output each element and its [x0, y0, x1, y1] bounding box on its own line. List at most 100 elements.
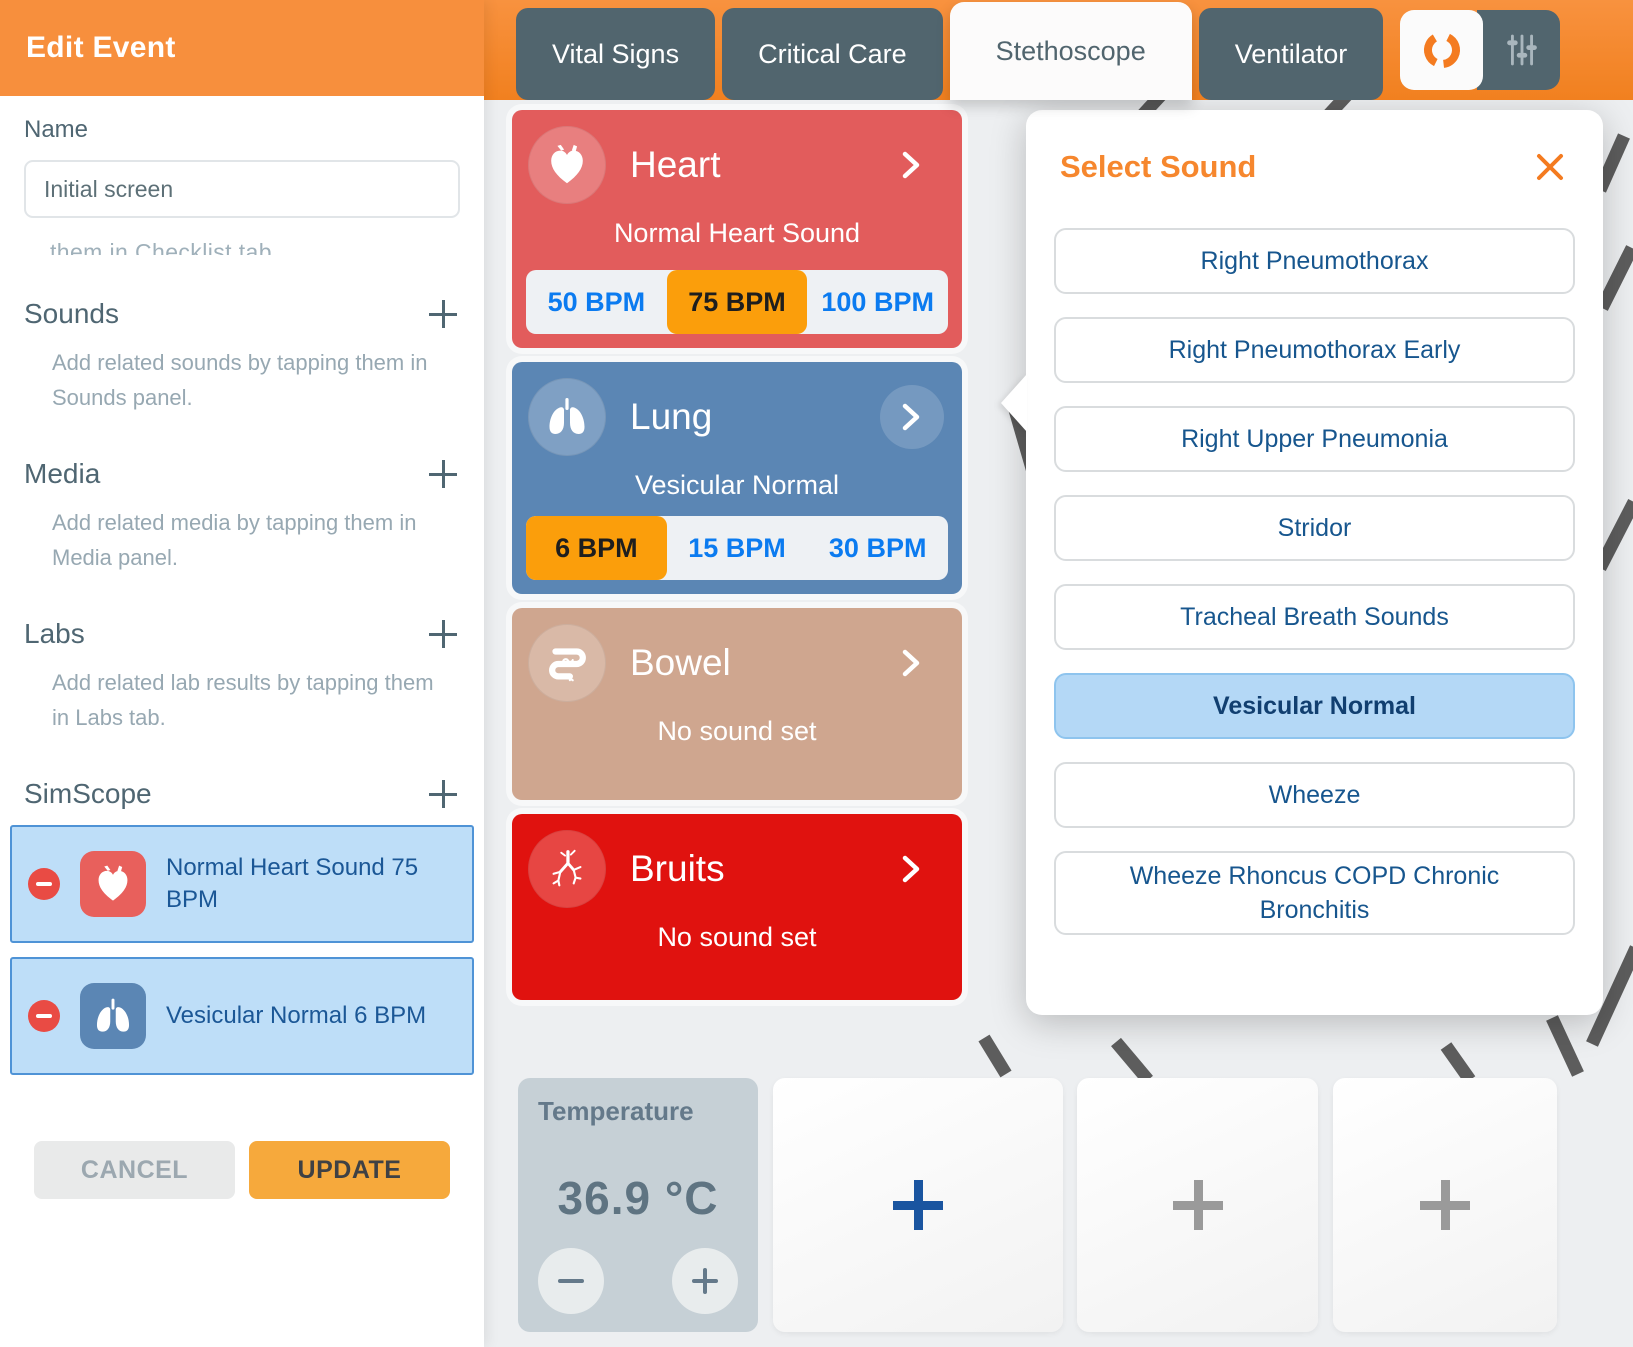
sound-option[interactable]: Tracheal Breath Sounds [1054, 584, 1575, 650]
add-widget-card[interactable] [1077, 1078, 1318, 1332]
sounds-section-header: Sounds [24, 297, 460, 331]
heart-bpm-selector: 50 BPM 75 BPM 100 BPM [526, 270, 948, 334]
remove-icon[interactable] [28, 1000, 60, 1032]
temperature-value: 36.9 °C [557, 1172, 719, 1224]
heart-icon [528, 126, 606, 204]
gauge-ring-icon [1423, 31, 1460, 68]
update-button[interactable]: UPDATE [249, 1141, 450, 1199]
card-subtitle: No sound set [657, 716, 817, 746]
bpm-option[interactable]: 6 BPM [526, 516, 667, 580]
bowel-sound-card[interactable]: Bowel No sound set [512, 608, 962, 800]
card-title: Bowel [630, 642, 731, 683]
sound-option[interactable]: Stridor [1054, 495, 1575, 561]
temperature-card: Temperature 36.9 °C [518, 1078, 758, 1332]
card-subtitle: Vesicular Normal [634, 470, 840, 500]
sliders-button[interactable] [1477, 10, 1560, 90]
bpm-option[interactable]: 75 BPM [666, 270, 808, 334]
simscope-section-header: SimScope [24, 777, 460, 811]
sounds-helper: Add related sounds by tapping them in So… [52, 350, 428, 410]
popup-title: Select Sound [1060, 149, 1257, 184]
temperature-increase-button[interactable] [672, 1248, 738, 1314]
bpm-option[interactable]: 100 BPM [821, 286, 934, 317]
add-labs-icon[interactable] [426, 617, 460, 651]
simscope-item-label: Normal Heart Sound 75 BPM [166, 854, 419, 913]
panel-title: Edit Event [26, 31, 176, 64]
sounds-label: Sounds [24, 298, 119, 329]
vessel-icon [528, 830, 606, 908]
add-simscope-icon[interactable] [426, 777, 460, 811]
media-label: Media [24, 458, 101, 489]
card-subtitle: No sound set [657, 922, 817, 952]
add-media-icon[interactable] [426, 457, 460, 491]
labs-section-header: Labs [24, 617, 460, 651]
edit-event-header: Edit Event [0, 0, 484, 96]
sound-option-list: Right Pneumothorax Right Pneumothorax Ea… [1054, 228, 1575, 935]
sliders-icon [1506, 34, 1537, 66]
temperature-decrease-button[interactable] [538, 1248, 604, 1314]
lung-bpm-selector: 6 BPM 15 BPM 30 BPM [526, 516, 948, 580]
edit-event-panel: Edit Event Name them in Checklist tab. S… [0, 0, 484, 1347]
tab-stethoscope[interactable]: Stethoscope [949, 2, 1192, 100]
chevron-right-icon[interactable] [880, 385, 944, 449]
sound-option[interactable]: Wheeze [1054, 762, 1575, 828]
edit-event-body: Name them in Checklist tab. Sounds Add r… [0, 96, 484, 1347]
plus-icon [893, 1180, 943, 1230]
tab-ventilator[interactable]: Ventilator [1198, 8, 1384, 100]
labs-helper: Add related lab results by tapping them … [52, 670, 434, 730]
plus-icon [1172, 1180, 1223, 1230]
card-subtitle: Normal Heart Sound [613, 218, 861, 248]
simscope-item-label: Vesicular Normal 6 BPM [166, 1002, 427, 1029]
lungs-icon [528, 378, 606, 456]
sound-option[interactable]: Wheeze Rhoncus COPD Chronic Bronchitis [1054, 851, 1575, 935]
clipped-checklist-helper: them in Checklist tab. [50, 240, 279, 255]
tab-critical-care[interactable]: Critical Care [722, 8, 943, 100]
media-section-header: Media [24, 457, 460, 491]
temperature-label: Temperature [538, 1096, 694, 1126]
simscope-item-lung[interactable]: Vesicular Normal 6 BPM [10, 957, 474, 1075]
chevron-right-icon[interactable] [880, 631, 944, 695]
sound-option[interactable]: Vesicular Normal [1054, 673, 1575, 739]
remove-icon[interactable] [28, 868, 60, 900]
name-label: Name [24, 116, 89, 143]
add-widget-card[interactable] [1333, 1078, 1557, 1332]
labs-label: Labs [24, 618, 85, 649]
heart-sound-card[interactable]: Heart Normal Heart Sound 50 BPM 75 BPM 1… [512, 110, 962, 348]
lungs-icon [80, 983, 146, 1049]
add-widget-card[interactable] [773, 1078, 1063, 1332]
plus-icon [1420, 1180, 1470, 1230]
heart-icon [80, 851, 146, 917]
bpm-option[interactable]: 50 BPM [547, 286, 646, 317]
simscope-item-heart[interactable]: Normal Heart Sound 75 BPM [10, 825, 474, 943]
sound-cards-column: Heart Normal Heart Sound 50 BPM 75 BPM 1… [512, 110, 962, 1000]
top-tab-bar: Vital Signs Critical Care Stethoscope Ve… [484, 0, 1633, 100]
tab-vital-signs[interactable]: Vital Signs [516, 8, 716, 100]
sound-option[interactable]: Right Upper Pneumonia [1054, 406, 1575, 472]
card-title: Bruits [630, 848, 725, 889]
bruits-sound-card[interactable]: Bruits No sound set [512, 814, 962, 1000]
sound-option[interactable]: Right Pneumothorax Early [1054, 317, 1575, 383]
bpm-option[interactable]: 15 BPM [688, 532, 786, 563]
stethoscope-panel: Heart Normal Heart Sound 50 BPM 75 BPM 1… [484, 100, 1633, 1347]
chevron-right-icon[interactable] [880, 133, 944, 197]
simscope-label: SimScope [24, 778, 152, 809]
media-helper: Add related media by tapping them in Med… [52, 510, 417, 570]
main-area: Vital Signs Critical Care Stethoscope Ve… [484, 0, 1633, 1347]
popup-callout-arrow [1001, 374, 1027, 432]
close-icon[interactable] [1531, 148, 1569, 186]
edit-event-actions: CANCEL UPDATE [24, 1141, 460, 1199]
sound-option[interactable]: Right Pneumothorax [1054, 228, 1575, 294]
tab-strip: Vital Signs Critical Care Stethoscope Ve… [516, 0, 1384, 100]
cancel-button[interactable]: CANCEL [34, 1141, 235, 1199]
bowel-icon [528, 624, 606, 702]
card-title: Heart [630, 144, 721, 185]
add-sounds-icon[interactable] [426, 297, 460, 331]
bpm-option[interactable]: 30 BPM [828, 532, 927, 563]
lung-sound-card[interactable]: Lung Vesicular Normal 6 BPM 15 BPM 30 BP… [512, 362, 962, 594]
chevron-right-icon[interactable] [880, 837, 944, 901]
view-toggle-group [1400, 10, 1560, 90]
gauge-ring-button[interactable] [1400, 10, 1483, 90]
card-title: Lung [630, 396, 713, 437]
select-sound-popup: Select Sound Right Pneumothorax Right Pn… [1001, 110, 1603, 1015]
event-name-input[interactable] [24, 160, 460, 218]
